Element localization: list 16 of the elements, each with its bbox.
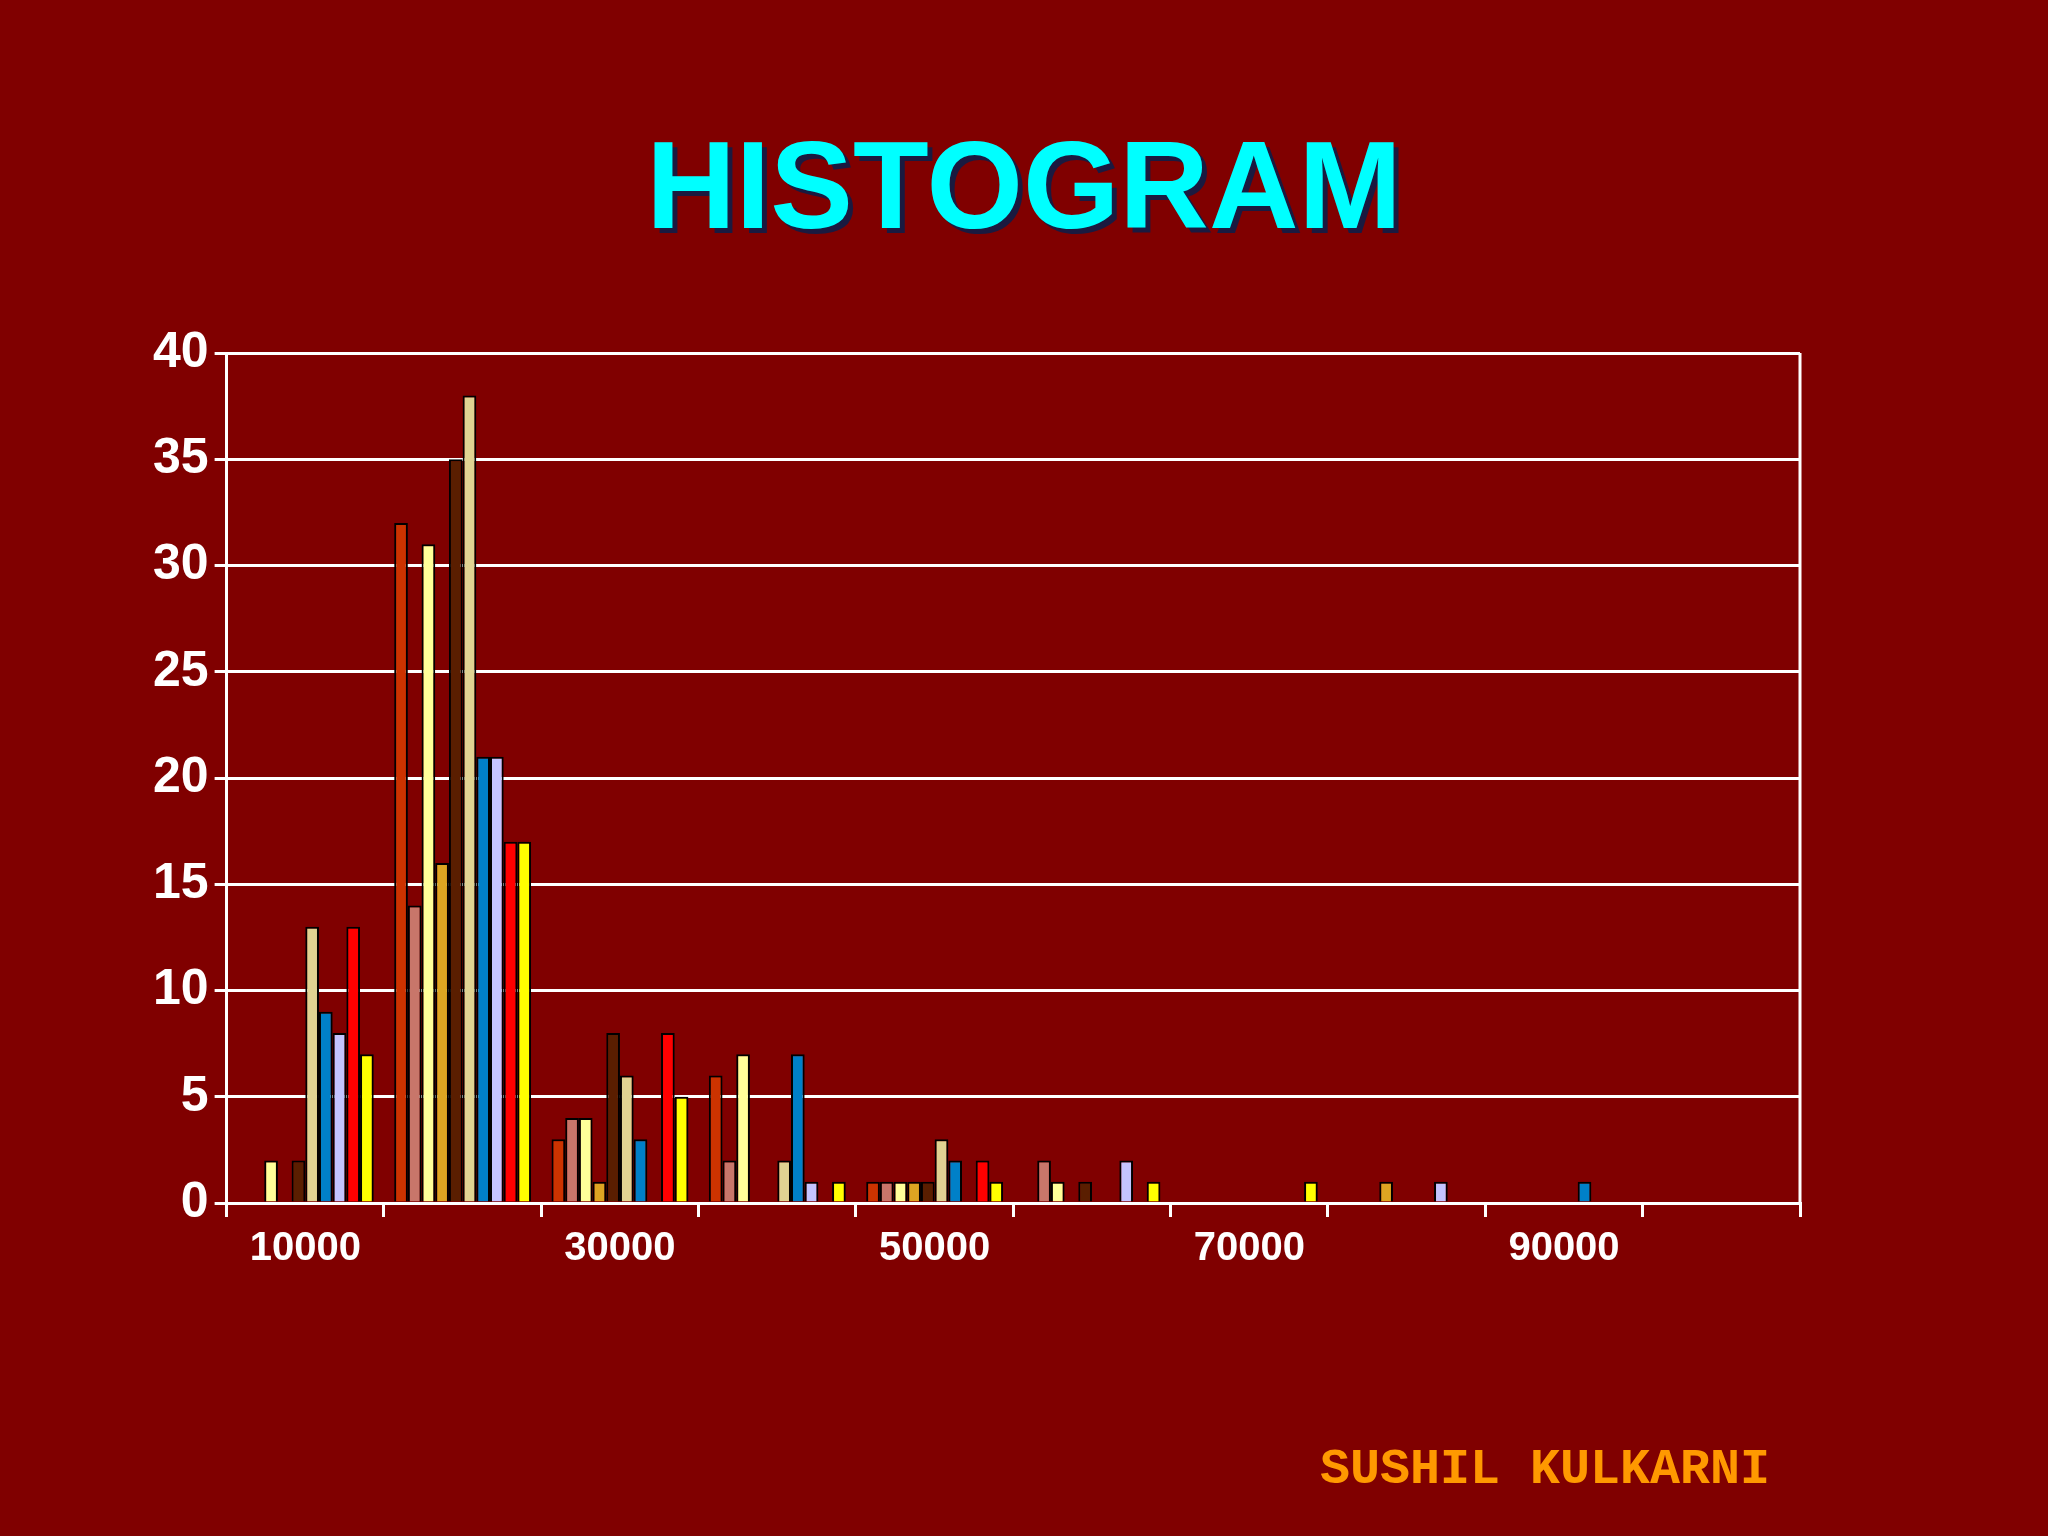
x-tick-label: 10000 <box>249 1224 361 1269</box>
y-tick-label: 0 <box>180 1171 209 1228</box>
y-tick-label: 40 <box>152 321 209 378</box>
y-tick-label: 10 <box>152 959 209 1016</box>
chart-title: HISTOGRAM <box>645 115 1403 255</box>
y-tick-label: 30 <box>152 534 209 591</box>
x-tick-label: 90000 <box>1508 1224 1620 1269</box>
y-tick-label: 5 <box>180 1065 209 1122</box>
y-tick-label: 25 <box>152 640 209 697</box>
text: SUSHIL KULKARNI <box>1319 1440 1770 1500</box>
x-tick-label: 30000 <box>564 1224 676 1269</box>
y-tick-label: 20 <box>152 746 209 803</box>
y-tick-label: 35 <box>152 428 209 485</box>
y-tick-label: 15 <box>152 853 209 910</box>
x-tick-label: 70000 <box>1193 1224 1305 1269</box>
x-tick-label: 50000 <box>879 1224 991 1269</box>
